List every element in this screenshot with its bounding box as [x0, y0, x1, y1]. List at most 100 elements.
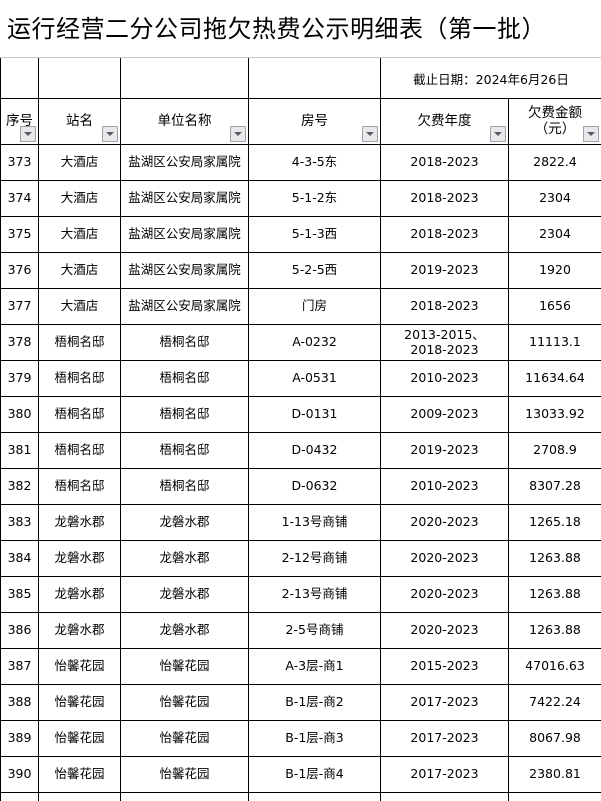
cell-sequence[interactable]: 383 — [1, 505, 39, 541]
cell-arrears-amount[interactable]: 2708.9 — [509, 433, 601, 469]
cell-arrears-amount[interactable]: 8067.98 — [509, 721, 601, 757]
cell-arrears-amount[interactable]: 11113.1 — [509, 325, 601, 361]
cell-room-number[interactable]: A-0232 — [249, 325, 381, 361]
cell-sequence[interactable]: 390 — [1, 757, 39, 793]
cell-station[interactable]: 梧桐名邸 — [39, 397, 121, 433]
cell-room-number[interactable]: D-0432 — [249, 433, 381, 469]
cell-arrears-year[interactable]: 2019-2023 — [381, 433, 509, 469]
cell-arrears-year[interactable]: 2017-2023 — [381, 685, 509, 721]
cell-room-number[interactable]: B-1层-商2 — [249, 685, 381, 721]
cell-unit-name[interactable]: 梧桐名邸 — [121, 325, 249, 361]
cell-sequence[interactable]: 376 — [1, 253, 39, 289]
cell-station[interactable]: 大酒店 — [39, 217, 121, 253]
cell-unit-name[interactable]: 龙磐水郡 — [121, 577, 249, 613]
cell-unit-name[interactable]: 梧桐名邸 — [121, 469, 249, 505]
cell-sequence[interactable]: 380 — [1, 397, 39, 433]
cell-room-number[interactable]: B-1层-商3 — [249, 721, 381, 757]
cell-arrears-amount[interactable]: 2304 — [509, 217, 601, 253]
cell-unit-name[interactable]: 龙磐水郡 — [121, 613, 249, 649]
cell-arrears-amount[interactable]: 13033.92 — [509, 397, 601, 433]
cell-station[interactable]: 龙磐水郡 — [39, 577, 121, 613]
cell-unit-name[interactable]: 龙磐水郡 — [121, 541, 249, 577]
cell-room-number[interactable]: 5-1-2东 — [249, 181, 381, 217]
filter-dropdown-icon-unit[interactable] — [230, 126, 246, 142]
cell-station[interactable]: 大酒店 — [39, 181, 121, 217]
cell-station[interactable]: 大酒店 — [39, 289, 121, 325]
cell-station[interactable]: 怡馨花园 — [39, 757, 121, 793]
cell-room-number[interactable]: 2-5号商铺 — [249, 613, 381, 649]
cell-sequence[interactable]: 388 — [1, 685, 39, 721]
cell-station[interactable]: 怡馨花园 — [39, 721, 121, 757]
cell-sequence[interactable]: 374 — [1, 181, 39, 217]
cell-sequence[interactable]: 373 — [1, 145, 39, 181]
cell-room-number[interactable]: 门房 — [249, 289, 381, 325]
filter-dropdown-icon-room[interactable] — [362, 126, 378, 142]
cell-station[interactable]: 龙磐水郡 — [39, 613, 121, 649]
cell-arrears-amount-clipped[interactable] — [509, 793, 601, 801]
cell-arrears-amount[interactable]: 1920 — [509, 253, 601, 289]
cell-room-number[interactable]: 1-13号商铺 — [249, 505, 381, 541]
cell-unit-name[interactable]: 梧桐名邸 — [121, 361, 249, 397]
cell-sequence[interactable]: 389 — [1, 721, 39, 757]
cell-room-number[interactable]: A-3层-商1 — [249, 649, 381, 685]
cell-station[interactable]: 怡馨花园 — [39, 649, 121, 685]
cell-arrears-year[interactable]: 2013-2015、 2018-2023 — [381, 325, 509, 361]
cell-arrears-year[interactable]: 2017-2023 — [381, 721, 509, 757]
filter-dropdown-icon-year[interactable] — [490, 126, 506, 142]
cell-sequence[interactable]: 384 — [1, 541, 39, 577]
cell-room-number[interactable]: D-0632 — [249, 469, 381, 505]
cell-sequence[interactable]: 379 — [1, 361, 39, 397]
cell-arrears-year[interactable]: 2018-2023 — [381, 181, 509, 217]
cell-arrears-year[interactable]: 2020-2023 — [381, 613, 509, 649]
cell-arrears-year[interactable]: 2009-2023 — [381, 397, 509, 433]
cell-arrears-amount[interactable]: 1263.88 — [509, 541, 601, 577]
cell-arrears-year[interactable]: 2018-2023 — [381, 145, 509, 181]
cell-arrears-year[interactable]: 2019-2023 — [381, 253, 509, 289]
cell-room-number[interactable]: D-0131 — [249, 397, 381, 433]
cell-arrears-year[interactable]: 2010-2023 — [381, 469, 509, 505]
table-row-clipped[interactable] — [1, 793, 601, 801]
cell-unit-name[interactable]: 盐湖区公安局家属院 — [121, 289, 249, 325]
cell-arrears-year[interactable]: 2020-2023 — [381, 577, 509, 613]
cell-room-number-clipped[interactable] — [249, 793, 381, 801]
cell-arrears-year[interactable]: 2017-2023 — [381, 757, 509, 793]
cell-station[interactable]: 梧桐名邸 — [39, 469, 121, 505]
cell-sequence[interactable]: 382 — [1, 469, 39, 505]
cell-sequence[interactable]: 381 — [1, 433, 39, 469]
cell-unit-name[interactable]: 盐湖区公安局家属院 — [121, 145, 249, 181]
cell-arrears-amount[interactable]: 2304 — [509, 181, 601, 217]
cell-unit-name[interactable]: 盐湖区公安局家属院 — [121, 181, 249, 217]
cell-arrears-amount[interactable]: 2380.81 — [509, 757, 601, 793]
cell-room-number[interactable]: 2-13号商铺 — [249, 577, 381, 613]
cell-station[interactable]: 龙磐水郡 — [39, 505, 121, 541]
cell-room-number[interactable]: 5-2-5西 — [249, 253, 381, 289]
filter-dropdown-icon-station[interactable] — [102, 126, 118, 142]
cell-sequence[interactable]: 385 — [1, 577, 39, 613]
cell-unit-name[interactable]: 怡馨花园 — [121, 649, 249, 685]
cell-arrears-year-clipped[interactable] — [381, 793, 509, 801]
cell-room-number[interactable]: 5-1-3西 — [249, 217, 381, 253]
cell-arrears-year[interactable]: 2020-2023 — [381, 505, 509, 541]
cell-unit-name-clipped[interactable] — [121, 793, 249, 801]
cell-station[interactable]: 怡馨花园 — [39, 685, 121, 721]
cell-sequence[interactable]: 375 — [1, 217, 39, 253]
cell-sequence[interactable]: 377 — [1, 289, 39, 325]
cell-room-number[interactable]: 4-3-5东 — [249, 145, 381, 181]
cell-arrears-amount[interactable]: 1656 — [509, 289, 601, 325]
cell-station[interactable]: 龙磐水郡 — [39, 541, 121, 577]
cell-unit-name[interactable]: 盐湖区公安局家属院 — [121, 253, 249, 289]
cell-sequence[interactable]: 378 — [1, 325, 39, 361]
cell-station[interactable]: 梧桐名邸 — [39, 433, 121, 469]
